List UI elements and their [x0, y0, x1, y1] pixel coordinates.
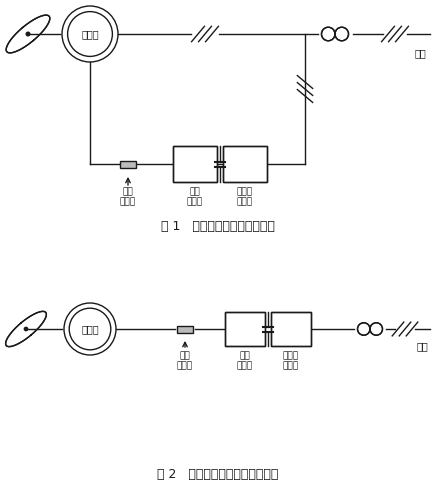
Bar — [225, 312, 265, 346]
Bar — [271, 312, 311, 346]
Circle shape — [24, 327, 27, 331]
Bar — [173, 146, 217, 182]
Text: 图 2   全功率机组机侧滤波器范围: 图 2 全功率机组机侧滤波器范围 — [157, 468, 279, 480]
Bar — [177, 326, 193, 333]
Text: 机侧
滤波器: 机侧 滤波器 — [177, 351, 193, 370]
Text: 机侧
滤波器: 机侧 滤波器 — [120, 187, 136, 207]
Circle shape — [62, 6, 118, 62]
Circle shape — [321, 27, 335, 41]
Text: 电网: 电网 — [416, 341, 428, 351]
Circle shape — [26, 32, 30, 36]
Circle shape — [358, 323, 370, 335]
Text: 机侧
变流器: 机侧 变流器 — [237, 351, 253, 370]
Polygon shape — [6, 311, 46, 347]
Text: 发电机: 发电机 — [81, 324, 99, 334]
Bar — [225, 312, 265, 346]
Bar — [271, 312, 311, 346]
Polygon shape — [6, 15, 50, 53]
Circle shape — [64, 303, 116, 355]
Text: 电网侧
变流器: 电网侧 变流器 — [283, 351, 299, 370]
Bar — [271, 312, 311, 346]
Bar — [223, 146, 267, 182]
Text: 图 1   双馈机组机侧滤波器范围: 图 1 双馈机组机侧滤波器范围 — [161, 220, 275, 232]
Bar — [120, 160, 136, 167]
Bar — [173, 146, 217, 182]
Text: 机侧
变流器: 机侧 变流器 — [187, 187, 203, 207]
Bar — [223, 146, 267, 182]
Text: 发电机: 发电机 — [81, 29, 99, 39]
Bar — [173, 146, 217, 182]
Polygon shape — [6, 15, 50, 53]
Circle shape — [335, 27, 348, 41]
Text: 电网侧
变流器: 电网侧 变流器 — [237, 187, 253, 207]
Bar — [225, 312, 265, 346]
Polygon shape — [6, 311, 46, 347]
Circle shape — [370, 323, 382, 335]
Text: 电网: 电网 — [414, 48, 426, 58]
Bar — [223, 146, 267, 182]
